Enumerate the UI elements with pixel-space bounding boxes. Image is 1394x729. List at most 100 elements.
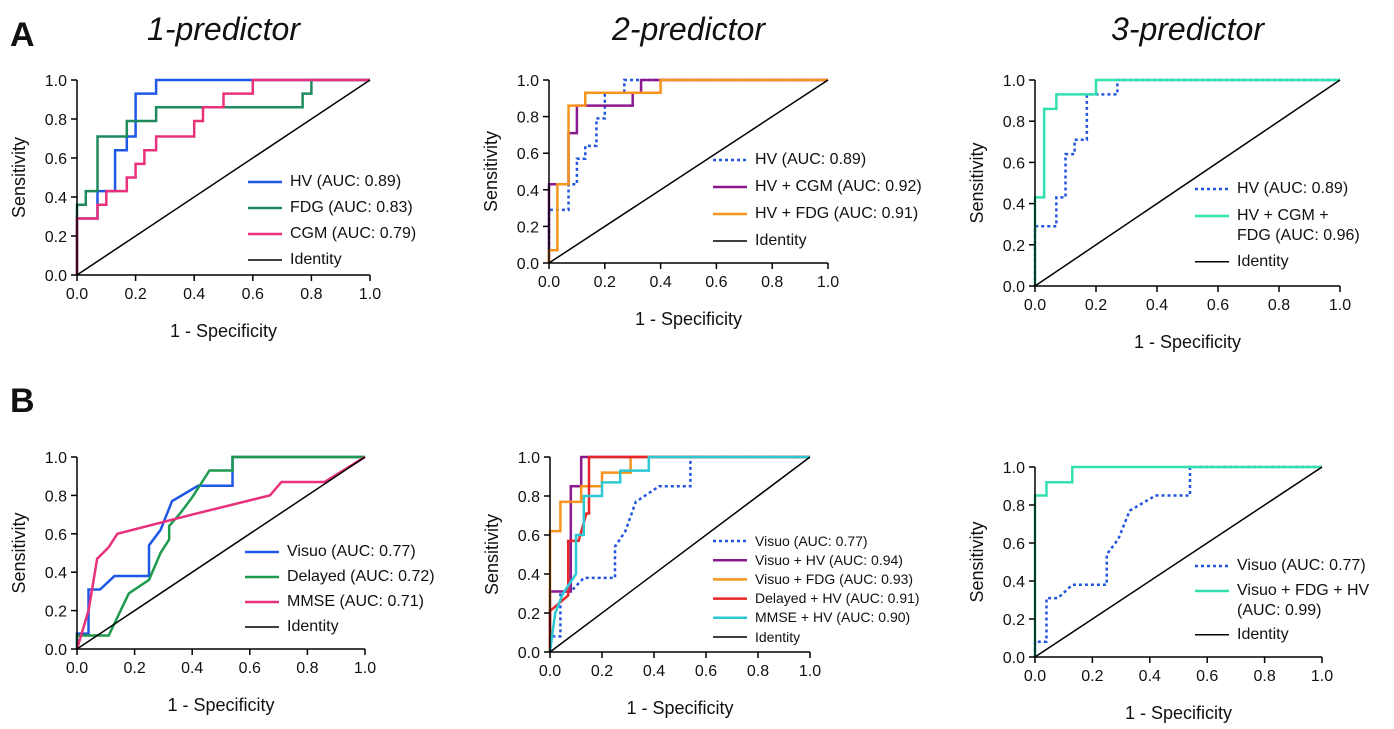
legend-label: Identity [755, 628, 801, 645]
y-tick-label: 1.0 [1003, 73, 1025, 90]
x-tick-label: 0.6 [695, 663, 717, 680]
legend-label: Identity [755, 232, 807, 250]
legend-label: Delayed + HV (AUC: 0.91) [755, 590, 920, 607]
legend-label: HV + CGM (AUC: 0.92) [755, 178, 922, 196]
roc-curve [76, 79, 371, 276]
y-axis-label: Sensitivity [967, 142, 987, 223]
x-tick-label: 1.0 [354, 660, 376, 677]
roc-curve [1033, 78, 1340, 286]
legend-label: Identity [290, 251, 342, 269]
x-tick-label: 0.2 [123, 660, 145, 677]
y-tick-label: 1.0 [45, 450, 67, 467]
y-tick-label: 0.6 [517, 146, 539, 163]
x-tick-label: 0.4 [643, 663, 665, 680]
legend-label: MMSE (AUC: 0.71) [287, 593, 424, 611]
x-axis-label: 1 - Specificity [626, 698, 733, 718]
roc-curve [1033, 465, 1322, 657]
x-tick-label: 0.0 [66, 286, 88, 303]
y-tick-label: 0.0 [45, 268, 67, 285]
roc-curve [548, 79, 829, 264]
legend-label: MMSE + HV (AUC: 0.90) [755, 609, 911, 626]
x-tick-label: 1.0 [1329, 297, 1351, 314]
chart-title: 3-predictor [1111, 11, 1265, 47]
x-axis-label: 1 - Specificity [1134, 332, 1241, 352]
y-tick-label: 0.6 [45, 151, 67, 168]
y-axis-label: Sensitivity [482, 514, 502, 595]
roc-curve [75, 455, 366, 650]
legend-label: Identity [1237, 253, 1289, 271]
roc-curve [548, 455, 810, 652]
roc-curve [75, 78, 370, 275]
legend-label: Identity [1237, 626, 1289, 644]
legend-label: CGM (AUC: 0.79) [290, 225, 417, 243]
y-tick-label: 0.8 [1003, 114, 1025, 131]
roc-curve [548, 455, 810, 652]
y-tick-label: 0.2 [517, 219, 539, 236]
panel-label: A [10, 16, 35, 54]
legend-label: Visuo + FDG (AUC: 0.93) [755, 571, 914, 587]
y-tick-label: 0.6 [1003, 536, 1025, 553]
x-tick-label: 0.4 [181, 660, 203, 677]
x-tick-label: 0.8 [761, 274, 783, 291]
y-tick-label: 0.8 [517, 110, 539, 127]
y-tick-label: 0.8 [45, 488, 67, 505]
y-tick-label: 0.6 [45, 527, 67, 544]
x-tick-label: 0.2 [124, 286, 146, 303]
y-axis-label: Sensitivity [9, 512, 29, 593]
y-tick-label: 1.0 [45, 73, 67, 90]
x-tick-label: 0.2 [594, 274, 616, 291]
y-tick-label: 0.2 [518, 606, 540, 623]
x-tick-label: 0.8 [296, 660, 318, 677]
y-tick-label: 0.2 [1003, 238, 1025, 255]
x-tick-label: 0.6 [1196, 668, 1218, 685]
x-tick-label: 0.8 [1268, 297, 1290, 314]
legend-label: Visuo (AUC: 0.77) [287, 543, 416, 561]
chart-title: 1-predictor [147, 11, 301, 47]
y-tick-label: 0.6 [1003, 155, 1025, 172]
legend-label: HV (AUC: 0.89) [1237, 180, 1349, 198]
x-tick-label: 1.0 [799, 663, 821, 680]
panel-label: B [10, 382, 35, 420]
roc-curve [549, 456, 811, 653]
y-tick-label: 1.0 [518, 450, 540, 467]
x-axis-label: 1 - Specificity [170, 321, 277, 341]
legend-label: HV (AUC: 0.89) [290, 173, 402, 191]
roc-curve [547, 78, 828, 263]
y-tick-label: 0.4 [1003, 197, 1025, 214]
y-tick-label: 0.0 [1003, 279, 1025, 296]
legend-label: HV + FDG (AUC: 0.91) [755, 205, 919, 223]
legend-label: Delayed (AUC: 0.72) [287, 568, 435, 586]
x-tick-label: 0.4 [1146, 297, 1168, 314]
x-tick-label: 0.0 [538, 274, 560, 291]
x-tick-label: 1.0 [817, 274, 839, 291]
x-tick-label: 0.2 [1085, 297, 1107, 314]
legend-label: HV (AUC: 0.89) [755, 151, 867, 169]
legend-label: HV + CGM + FDG (AUC: 0.96) [1237, 207, 1360, 244]
x-tick-label: 1.0 [1311, 668, 1333, 685]
roc-curve [75, 455, 365, 649]
y-tick-label: 0.2 [45, 229, 67, 246]
legend-label: Visuo (AUC: 0.77) [755, 532, 868, 549]
y-tick-label: 0.8 [1003, 498, 1025, 515]
y-axis-label: Sensitivity [9, 137, 29, 218]
x-tick-label: 1.0 [359, 286, 381, 303]
x-tick-label: 0.0 [1024, 297, 1046, 314]
y-axis-label: Sensitivity [481, 131, 501, 212]
x-axis-label: 1 - Specificity [635, 309, 742, 329]
y-tick-label: 0.4 [45, 565, 67, 582]
x-tick-label: 0.6 [705, 274, 727, 291]
x-tick-label: 0.6 [239, 660, 261, 677]
x-tick-label: 0.2 [1081, 668, 1103, 685]
roc-curve [1033, 78, 1340, 286]
legend-label: FDG (AUC: 0.83) [290, 199, 413, 217]
chart-title: 2-predictor [611, 11, 766, 47]
x-tick-label: 0.8 [747, 663, 769, 680]
y-tick-label: 0.2 [45, 604, 67, 621]
roc-curve [75, 455, 365, 649]
y-tick-label: 0.4 [1003, 574, 1025, 591]
x-axis-label: 1 - Specificity [1125, 703, 1232, 723]
x-tick-label: 0.8 [1253, 668, 1275, 685]
y-tick-label: 0.0 [517, 256, 539, 273]
